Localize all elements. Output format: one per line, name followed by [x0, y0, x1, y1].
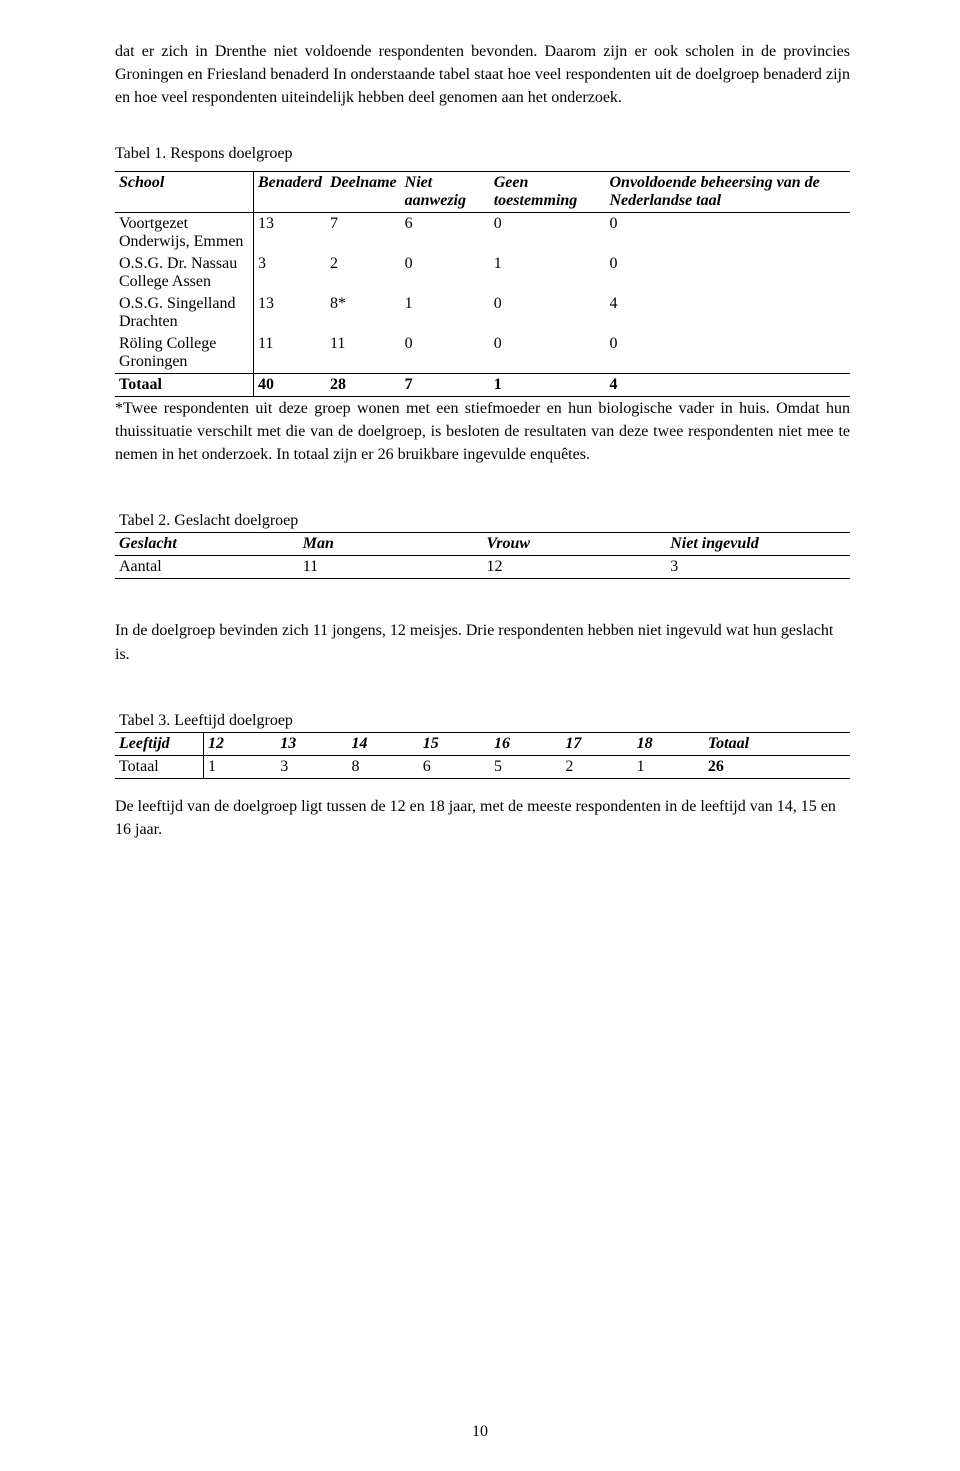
table-row: Röling College Groningen 11 11 0 0 0: [115, 333, 850, 374]
t2-cell: Aantal: [115, 556, 299, 579]
t2-h-man: Man: [299, 533, 483, 556]
table1-caption: Tabel 1. Respons doelgroep: [115, 142, 850, 165]
t1-cell: 1: [490, 253, 606, 293]
t1-h-onvoldoende: Onvoldoende beheersing van de Nederlands…: [605, 171, 850, 212]
table-row: O.S.G. Dr. Nassau College Assen 3 2 0 1 …: [115, 253, 850, 293]
t2-h-vrouw: Vrouw: [483, 533, 667, 556]
t1-cell: 0: [605, 253, 850, 293]
page-number: 10: [0, 1423, 960, 1441]
t3-h1: 12: [204, 732, 277, 755]
t1-cell: 1: [490, 373, 606, 396]
table-row: O.S.G. Singelland Drachten 13 8* 1 0 4: [115, 293, 850, 333]
t1-h-niet: Niet aanwezig: [401, 171, 490, 212]
t1-cell: 0: [401, 253, 490, 293]
t1-cell: 0: [401, 333, 490, 374]
t1-cell: 11: [254, 333, 327, 374]
t2-h-geslacht: Geslacht: [115, 533, 299, 556]
t2-cell: 12: [483, 556, 667, 579]
t1-h-benaderd: Benaderd: [254, 171, 327, 212]
t2-cell: 11: [299, 556, 483, 579]
t3-cell: 5: [490, 755, 561, 778]
table-row: Voortgezet Onderwijs, Emmen 13 7 6 0 0: [115, 212, 850, 253]
t3-cell: 26: [704, 755, 850, 778]
t1-cell: 4: [605, 373, 850, 396]
t1-cell: O.S.G. Dr. Nassau College Assen: [115, 253, 254, 293]
t1-h-school: School: [115, 171, 254, 212]
t1-cell: 11: [326, 333, 401, 374]
t1-cell: Röling College Groningen: [115, 333, 254, 374]
t1-h-geen: Geen toestemming: [490, 171, 606, 212]
t1-cell: 0: [490, 293, 606, 333]
t1-cell: 40: [254, 373, 327, 396]
t2-h-niet: Niet ingevuld: [666, 533, 850, 556]
t3-h8: Totaal: [704, 732, 850, 755]
t3-cell: Totaal: [115, 755, 204, 778]
t1-cell: 0: [605, 212, 850, 253]
t3-h5: 16: [490, 732, 561, 755]
t3-cell: 2: [561, 755, 632, 778]
table3-caption: Tabel 3. Leeftijd doelgroep: [115, 710, 850, 733]
t3-h6: 17: [561, 732, 632, 755]
intro-paragraph: dat er zich in Drenthe niet voldoende re…: [115, 40, 850, 110]
t1-total-label: Totaal: [115, 373, 254, 396]
table3-after-paragraph: De leeftijd van de doelgroep ligt tussen…: [115, 795, 850, 841]
table2-caption: Tabel 2. Geslacht doelgroep: [115, 510, 850, 533]
t1-cell: 13: [254, 212, 327, 253]
t1-cell: 6: [401, 212, 490, 253]
t1-cell: 13: [254, 293, 327, 333]
t1-cell: 2: [326, 253, 401, 293]
t3-h2: 13: [276, 732, 347, 755]
t1-cell: O.S.G. Singelland Drachten: [115, 293, 254, 333]
table1-note: *Twee respondenten uit deze groep wonen …: [115, 397, 850, 467]
t1-cell: 0: [490, 212, 606, 253]
table-row: Totaal 1 3 8 6 5 2 1 26: [115, 755, 850, 778]
t3-h0: Leeftijd: [115, 732, 204, 755]
t3-cell: 1: [633, 755, 704, 778]
table2-after-paragraph: In de doelgroep bevinden zich 11 jongens…: [115, 619, 850, 665]
t1-h-deelname: Deelname: [326, 171, 401, 212]
t3-h4: 15: [419, 732, 490, 755]
t1-cell: 8*: [326, 293, 401, 333]
t1-cell: 0: [605, 333, 850, 374]
t1-cell: 1: [401, 293, 490, 333]
t1-cell: 7: [401, 373, 490, 396]
t3-cell: 8: [348, 755, 419, 778]
t1-cell: 4: [605, 293, 850, 333]
t1-cell: 28: [326, 373, 401, 396]
table2-geslacht: Tabel 2. Geslacht doelgroep Geslacht Man…: [115, 510, 850, 579]
table3-leeftijd: Tabel 3. Leeftijd doelgroep Leeftijd 12 …: [115, 710, 850, 779]
t3-h7: 18: [633, 732, 704, 755]
t1-cell: 7: [326, 212, 401, 253]
table1-respons: School Benaderd Deelname Niet aanwezig G…: [115, 171, 850, 397]
t3-cell: 6: [419, 755, 490, 778]
table-row: Aantal 11 12 3: [115, 556, 850, 579]
t3-cell: 3: [276, 755, 347, 778]
t3-h3: 14: [348, 732, 419, 755]
t1-cell: Voortgezet Onderwijs, Emmen: [115, 212, 254, 253]
t2-cell: 3: [666, 556, 850, 579]
t3-cell: 1: [204, 755, 277, 778]
t1-cell: 3: [254, 253, 327, 293]
t1-cell: 0: [490, 333, 606, 374]
t1-total-row: Totaal 40 28 7 1 4: [115, 373, 850, 396]
